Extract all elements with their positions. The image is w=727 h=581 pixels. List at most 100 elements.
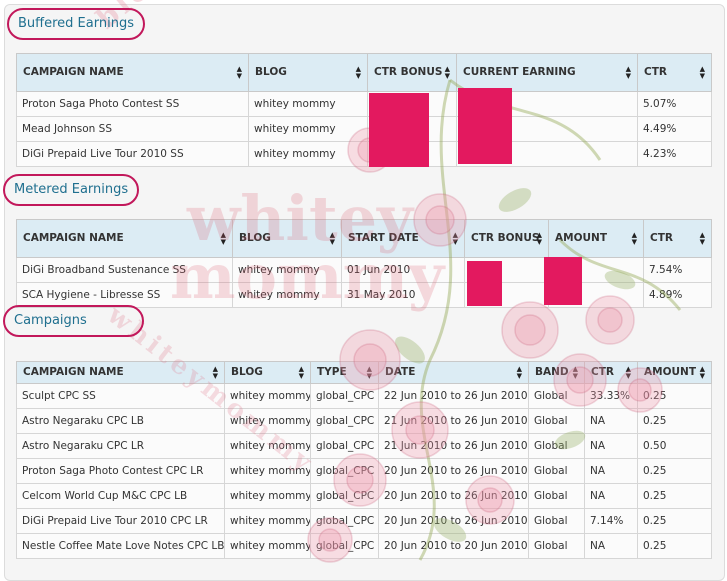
table-row: Astro Negaraku CPC LR whitey mommy global_… bbox=[16, 433, 712, 459]
buffered-header-row: CAMPAIGN NAME ▲ ▼ BLOG ▲ ▼ CTR BONUS ▲ ▼ CURRE… bbox=[16, 53, 712, 92]
cell-campaign-name[interactable]: DiGi Prepaid Live Tour 2010 CPC LR bbox=[16, 508, 225, 534]
cell-date: 22 Jun 2010 to 26 Jun 2010 bbox=[378, 383, 529, 409]
table-row: Nestle Coffee Mate Love Notes CPC LB whit… bbox=[16, 533, 712, 559]
cell-date: 20 Jun 2010 to 26 Jun 2010 bbox=[378, 508, 529, 534]
buffered-earnings-table: CAMPAIGN NAME ▲ ▼ BLOG ▲ ▼ CTR BONUS ▲ ▼ CURRE… bbox=[16, 53, 712, 167]
col-ctr-bonus[interactable]: CTR BONUS ▲ ▼ bbox=[464, 219, 549, 258]
sort-icon[interactable]: ▲ ▼ bbox=[699, 64, 705, 80]
sort-icon[interactable]: ▲ ▼ bbox=[355, 64, 361, 80]
col-blog[interactable]: BLOG ▲ ▼ bbox=[232, 219, 342, 258]
col-blog[interactable]: BLOG ▲ ▼ bbox=[224, 361, 311, 384]
cell-amount: 0.25 bbox=[637, 383, 712, 409]
col-ctr[interactable]: CTR ▲ ▼ bbox=[637, 53, 712, 92]
cell-ctr: 7.14% bbox=[584, 508, 638, 534]
col-campaign-name[interactable]: CAMPAIGN NAME ▲ ▼ bbox=[16, 53, 249, 92]
cell-campaign-name[interactable]: Nestle Coffee Mate Love Notes CPC LB bbox=[16, 533, 225, 559]
col-band[interactable]: BAND ▲ ▼ bbox=[528, 361, 585, 384]
cell-amount: 0.25 bbox=[637, 458, 712, 484]
sort-icon[interactable]: ▲ ▼ bbox=[220, 230, 226, 246]
sort-icon[interactable]: ▲ ▼ bbox=[452, 230, 458, 246]
cell-blog: whitey mommy bbox=[224, 383, 311, 409]
sort-icon[interactable]: ▲ ▼ bbox=[631, 230, 637, 246]
cell-campaign-name[interactable]: Celcom World Cup M&C CPC LB bbox=[16, 483, 225, 509]
cell-ctr: NA bbox=[584, 408, 638, 434]
cell-band: Global bbox=[528, 383, 585, 409]
col-amount[interactable]: AMOUNT ▲ ▼ bbox=[548, 219, 644, 258]
cell-ctr: 4.23% bbox=[637, 141, 712, 167]
col-ctr[interactable]: CTR ▲ ▼ bbox=[584, 361, 638, 384]
cell-campaign-name[interactable]: DiGi Broadband Sustenance SS bbox=[16, 257, 233, 283]
cell-ctr: NA bbox=[584, 433, 638, 459]
sort-icon[interactable]: ▲ ▼ bbox=[699, 364, 705, 380]
cell-blog: whitey mommy bbox=[232, 257, 342, 283]
cell-type: global_CPC bbox=[310, 533, 379, 559]
ctr-bonus-redaction bbox=[467, 261, 502, 306]
cell-campaign-name[interactable]: Proton Saga Photo Contest CPC LR bbox=[16, 458, 225, 484]
cell-type: global_CPC bbox=[310, 408, 379, 434]
cell-type: global_CPC bbox=[310, 483, 379, 509]
col-current-earning[interactable]: CURRENT EARNING ▲ ▼ bbox=[456, 53, 638, 92]
cell-ctr: 4.49% bbox=[637, 116, 712, 142]
sort-icon[interactable]: ▲ ▼ bbox=[699, 230, 705, 246]
cell-start-date: 31 May 2010 bbox=[341, 282, 465, 308]
cell-band: Global bbox=[528, 483, 585, 509]
cell-type: global_CPC bbox=[310, 458, 379, 484]
sort-icon[interactable]: ▲ ▼ bbox=[536, 230, 542, 246]
cell-date: 20 Jun 2010 to 26 Jun 2010 bbox=[378, 483, 529, 509]
cell-campaign-name[interactable]: DiGi Prepaid Live Tour 2010 SS bbox=[16, 141, 249, 167]
cell-amount: 0.50 bbox=[637, 433, 712, 459]
col-date[interactable]: DATE ▲ ▼ bbox=[378, 361, 529, 384]
sort-icon[interactable]: ▲ ▼ bbox=[625, 364, 631, 380]
cell-date: 21 Jun 2010 to 26 Jun 2010 bbox=[378, 408, 529, 434]
cell-band: Global bbox=[528, 408, 585, 434]
amount-redaction bbox=[544, 257, 582, 305]
col-type[interactable]: TYPE ▲ ▼ bbox=[310, 361, 379, 384]
cell-band: Global bbox=[528, 508, 585, 534]
sort-icon[interactable]: ▲ ▼ bbox=[516, 364, 522, 380]
cell-blog: whitey mommy bbox=[224, 533, 311, 559]
cell-ctr: 33.33% bbox=[584, 383, 638, 409]
cell-campaign-name[interactable]: SCA Hygiene - Libresse SS bbox=[16, 282, 233, 308]
cell-ctr: NA bbox=[584, 483, 638, 509]
table-row: Proton Saga Photo Contest SS whitey mommy… bbox=[16, 91, 712, 117]
sort-icon[interactable]: ▲ ▼ bbox=[212, 364, 218, 380]
sort-icon[interactable]: ▲ ▼ bbox=[572, 364, 578, 380]
col-ctr[interactable]: CTR ▲ ▼ bbox=[643, 219, 712, 258]
col-start-date[interactable]: START DATE ▲ ▼ bbox=[341, 219, 465, 258]
campaigns-table: CAMPAIGN NAME ▲ ▼ BLOG ▲ ▼ TYPE ▲ ▼ DATE ▲ ▼ BAN… bbox=[16, 361, 712, 559]
cell-campaign-name[interactable]: Proton Saga Photo Contest SS bbox=[16, 91, 249, 117]
cell-ctr: 7.54% bbox=[643, 257, 712, 283]
cell-type: global_CPC bbox=[310, 433, 379, 459]
cell-start-date: 01 Jun 2010 bbox=[341, 257, 465, 283]
table-row: Celcom World Cup M&C CPC LB whitey mommy g… bbox=[16, 483, 712, 509]
cell-amount: 0.25 bbox=[637, 533, 712, 559]
sort-icon[interactable]: ▲ ▼ bbox=[444, 64, 450, 80]
cell-blog: whitey mommy bbox=[248, 116, 368, 142]
col-campaign-name[interactable]: CAMPAIGN NAME ▲ ▼ bbox=[16, 219, 233, 258]
cell-band: Global bbox=[528, 433, 585, 459]
sort-icon[interactable]: ▲ ▼ bbox=[236, 64, 242, 80]
table-row: DiGi Prepaid Live Tour 2010 CPC LR whitey… bbox=[16, 508, 712, 534]
col-amount[interactable]: AMOUNT ▲ ▼ bbox=[637, 361, 712, 384]
sort-icon[interactable]: ▲ ▼ bbox=[366, 364, 372, 380]
metered-earnings-title[interactable]: Metered Earnings bbox=[3, 174, 140, 206]
cell-blog: whitey mommy bbox=[224, 458, 311, 484]
col-ctr-bonus[interactable]: CTR BONUS ▲ ▼ bbox=[367, 53, 457, 92]
cell-date: 21 Jun 2010 to 26 Jun 2010 bbox=[378, 433, 529, 459]
cell-ctr: NA bbox=[584, 458, 638, 484]
cell-ctr: NA bbox=[584, 533, 638, 559]
sort-icon[interactable]: ▲ ▼ bbox=[298, 364, 304, 380]
cell-campaign-name[interactable]: Astro Negaraku CPC LR bbox=[16, 433, 225, 459]
cell-campaign-name[interactable]: Mead Johnson SS bbox=[16, 116, 249, 142]
cell-campaign-name[interactable]: Astro Negaraku CPC LB bbox=[16, 408, 225, 434]
col-campaign-name[interactable]: CAMPAIGN NAME ▲ ▼ bbox=[16, 361, 225, 384]
sort-icon[interactable]: ▲ ▼ bbox=[329, 230, 335, 246]
cell-amount: 0.25 bbox=[637, 408, 712, 434]
buffered-earnings-title[interactable]: Buffered Earnings bbox=[7, 8, 145, 40]
cell-ctr: 5.07% bbox=[637, 91, 712, 117]
cell-campaign-name[interactable]: Sculpt CPC SS bbox=[16, 383, 225, 409]
campaigns-title[interactable]: Campaigns bbox=[3, 305, 144, 337]
sort-icon[interactable]: ▲ ▼ bbox=[625, 64, 631, 80]
cell-blog: whitey mommy bbox=[224, 408, 311, 434]
col-blog[interactable]: BLOG ▲ ▼ bbox=[248, 53, 368, 92]
